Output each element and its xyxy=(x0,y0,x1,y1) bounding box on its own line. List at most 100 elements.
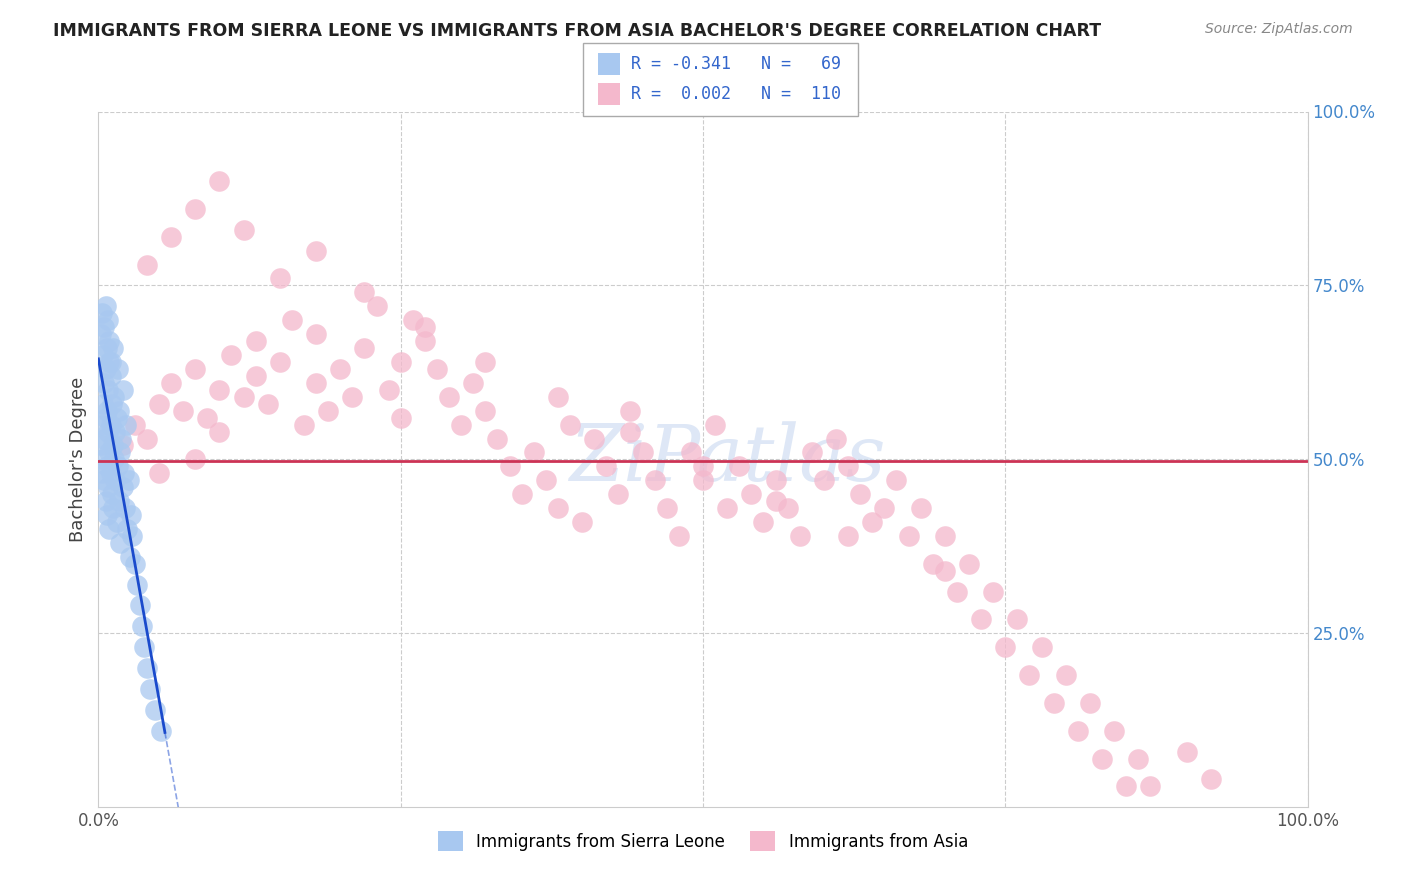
Point xyxy=(305,327,328,342)
Point xyxy=(103,390,125,404)
Point xyxy=(813,473,835,487)
Point xyxy=(108,494,131,508)
Point xyxy=(921,557,943,571)
Y-axis label: Bachelor's Degree: Bachelor's Degree xyxy=(69,376,87,542)
Point xyxy=(607,487,630,501)
Point xyxy=(353,341,375,355)
Point xyxy=(558,417,581,432)
Point xyxy=(1139,780,1161,794)
Point xyxy=(115,417,138,432)
Point xyxy=(679,445,702,459)
Point xyxy=(90,327,112,342)
Point xyxy=(1007,612,1029,626)
Point xyxy=(98,445,121,459)
Point xyxy=(825,432,848,446)
Point xyxy=(547,501,569,516)
Point xyxy=(981,584,1004,599)
Point xyxy=(716,501,738,516)
Point xyxy=(1018,668,1040,682)
Point xyxy=(124,557,146,571)
Point xyxy=(172,403,194,417)
Point xyxy=(134,640,156,655)
Point xyxy=(97,425,120,439)
Point xyxy=(934,564,956,578)
Point xyxy=(93,376,115,390)
Point xyxy=(90,438,112,452)
Point xyxy=(1054,668,1077,682)
Point xyxy=(94,494,117,508)
Point xyxy=(100,368,122,383)
Text: IMMIGRANTS FROM SIERRA LEONE VS IMMIGRANTS FROM ASIA BACHELOR'S DEGREE CORRELATI: IMMIGRANTS FROM SIERRA LEONE VS IMMIGRAN… xyxy=(53,22,1101,40)
Point xyxy=(547,390,569,404)
Point xyxy=(135,432,157,446)
Point xyxy=(728,459,751,474)
Point xyxy=(97,480,120,494)
Point xyxy=(94,362,117,376)
Point xyxy=(1115,780,1137,794)
Point xyxy=(292,417,315,432)
Point xyxy=(329,362,352,376)
Point xyxy=(148,467,170,481)
Point xyxy=(91,348,114,362)
Point xyxy=(897,529,920,543)
Point xyxy=(118,549,141,564)
Point xyxy=(668,529,690,543)
Legend: Immigrants from Sierra Leone, Immigrants from Asia: Immigrants from Sierra Leone, Immigrants… xyxy=(432,824,974,858)
Text: Source: ZipAtlas.com: Source: ZipAtlas.com xyxy=(1205,22,1353,37)
Point xyxy=(160,229,183,244)
Point xyxy=(100,467,122,481)
Point xyxy=(849,487,872,501)
Point xyxy=(1102,723,1125,738)
Point xyxy=(120,508,142,522)
Point xyxy=(104,473,127,487)
Point xyxy=(413,320,436,334)
Text: R =  0.002   N =  110: R = 0.002 N = 110 xyxy=(631,85,841,103)
Point xyxy=(100,487,122,501)
Point xyxy=(256,397,278,411)
Point xyxy=(101,438,124,452)
Point xyxy=(765,494,787,508)
Point xyxy=(96,459,118,474)
Point xyxy=(1199,772,1222,787)
Point xyxy=(994,640,1017,655)
Point xyxy=(184,202,207,216)
Point xyxy=(160,376,183,390)
Point xyxy=(860,515,883,529)
Point xyxy=(1078,696,1101,710)
Point xyxy=(93,473,115,487)
Point xyxy=(112,467,135,481)
Point xyxy=(389,355,412,369)
Point xyxy=(195,410,218,425)
Point xyxy=(100,417,122,432)
Point xyxy=(776,501,799,516)
Point xyxy=(111,383,134,397)
Point xyxy=(510,487,533,501)
Point xyxy=(184,362,207,376)
Point xyxy=(232,390,254,404)
Point xyxy=(135,661,157,675)
Point xyxy=(886,473,908,487)
Point xyxy=(110,432,132,446)
Point xyxy=(1067,723,1090,738)
Point xyxy=(96,403,118,417)
Point xyxy=(93,432,115,446)
Point xyxy=(103,452,125,467)
Point xyxy=(208,425,231,439)
Point xyxy=(316,403,339,417)
Point xyxy=(139,681,162,696)
Point xyxy=(131,619,153,633)
Point xyxy=(245,334,267,348)
Point xyxy=(873,501,896,516)
Point xyxy=(595,459,617,474)
Point xyxy=(135,258,157,272)
Point xyxy=(450,417,472,432)
Point xyxy=(94,299,117,313)
Point xyxy=(150,723,173,738)
Point xyxy=(117,522,139,536)
Point xyxy=(619,425,641,439)
Point xyxy=(342,390,364,404)
Point xyxy=(100,355,122,369)
Point xyxy=(111,480,134,494)
Point xyxy=(221,348,243,362)
Point xyxy=(108,403,131,417)
